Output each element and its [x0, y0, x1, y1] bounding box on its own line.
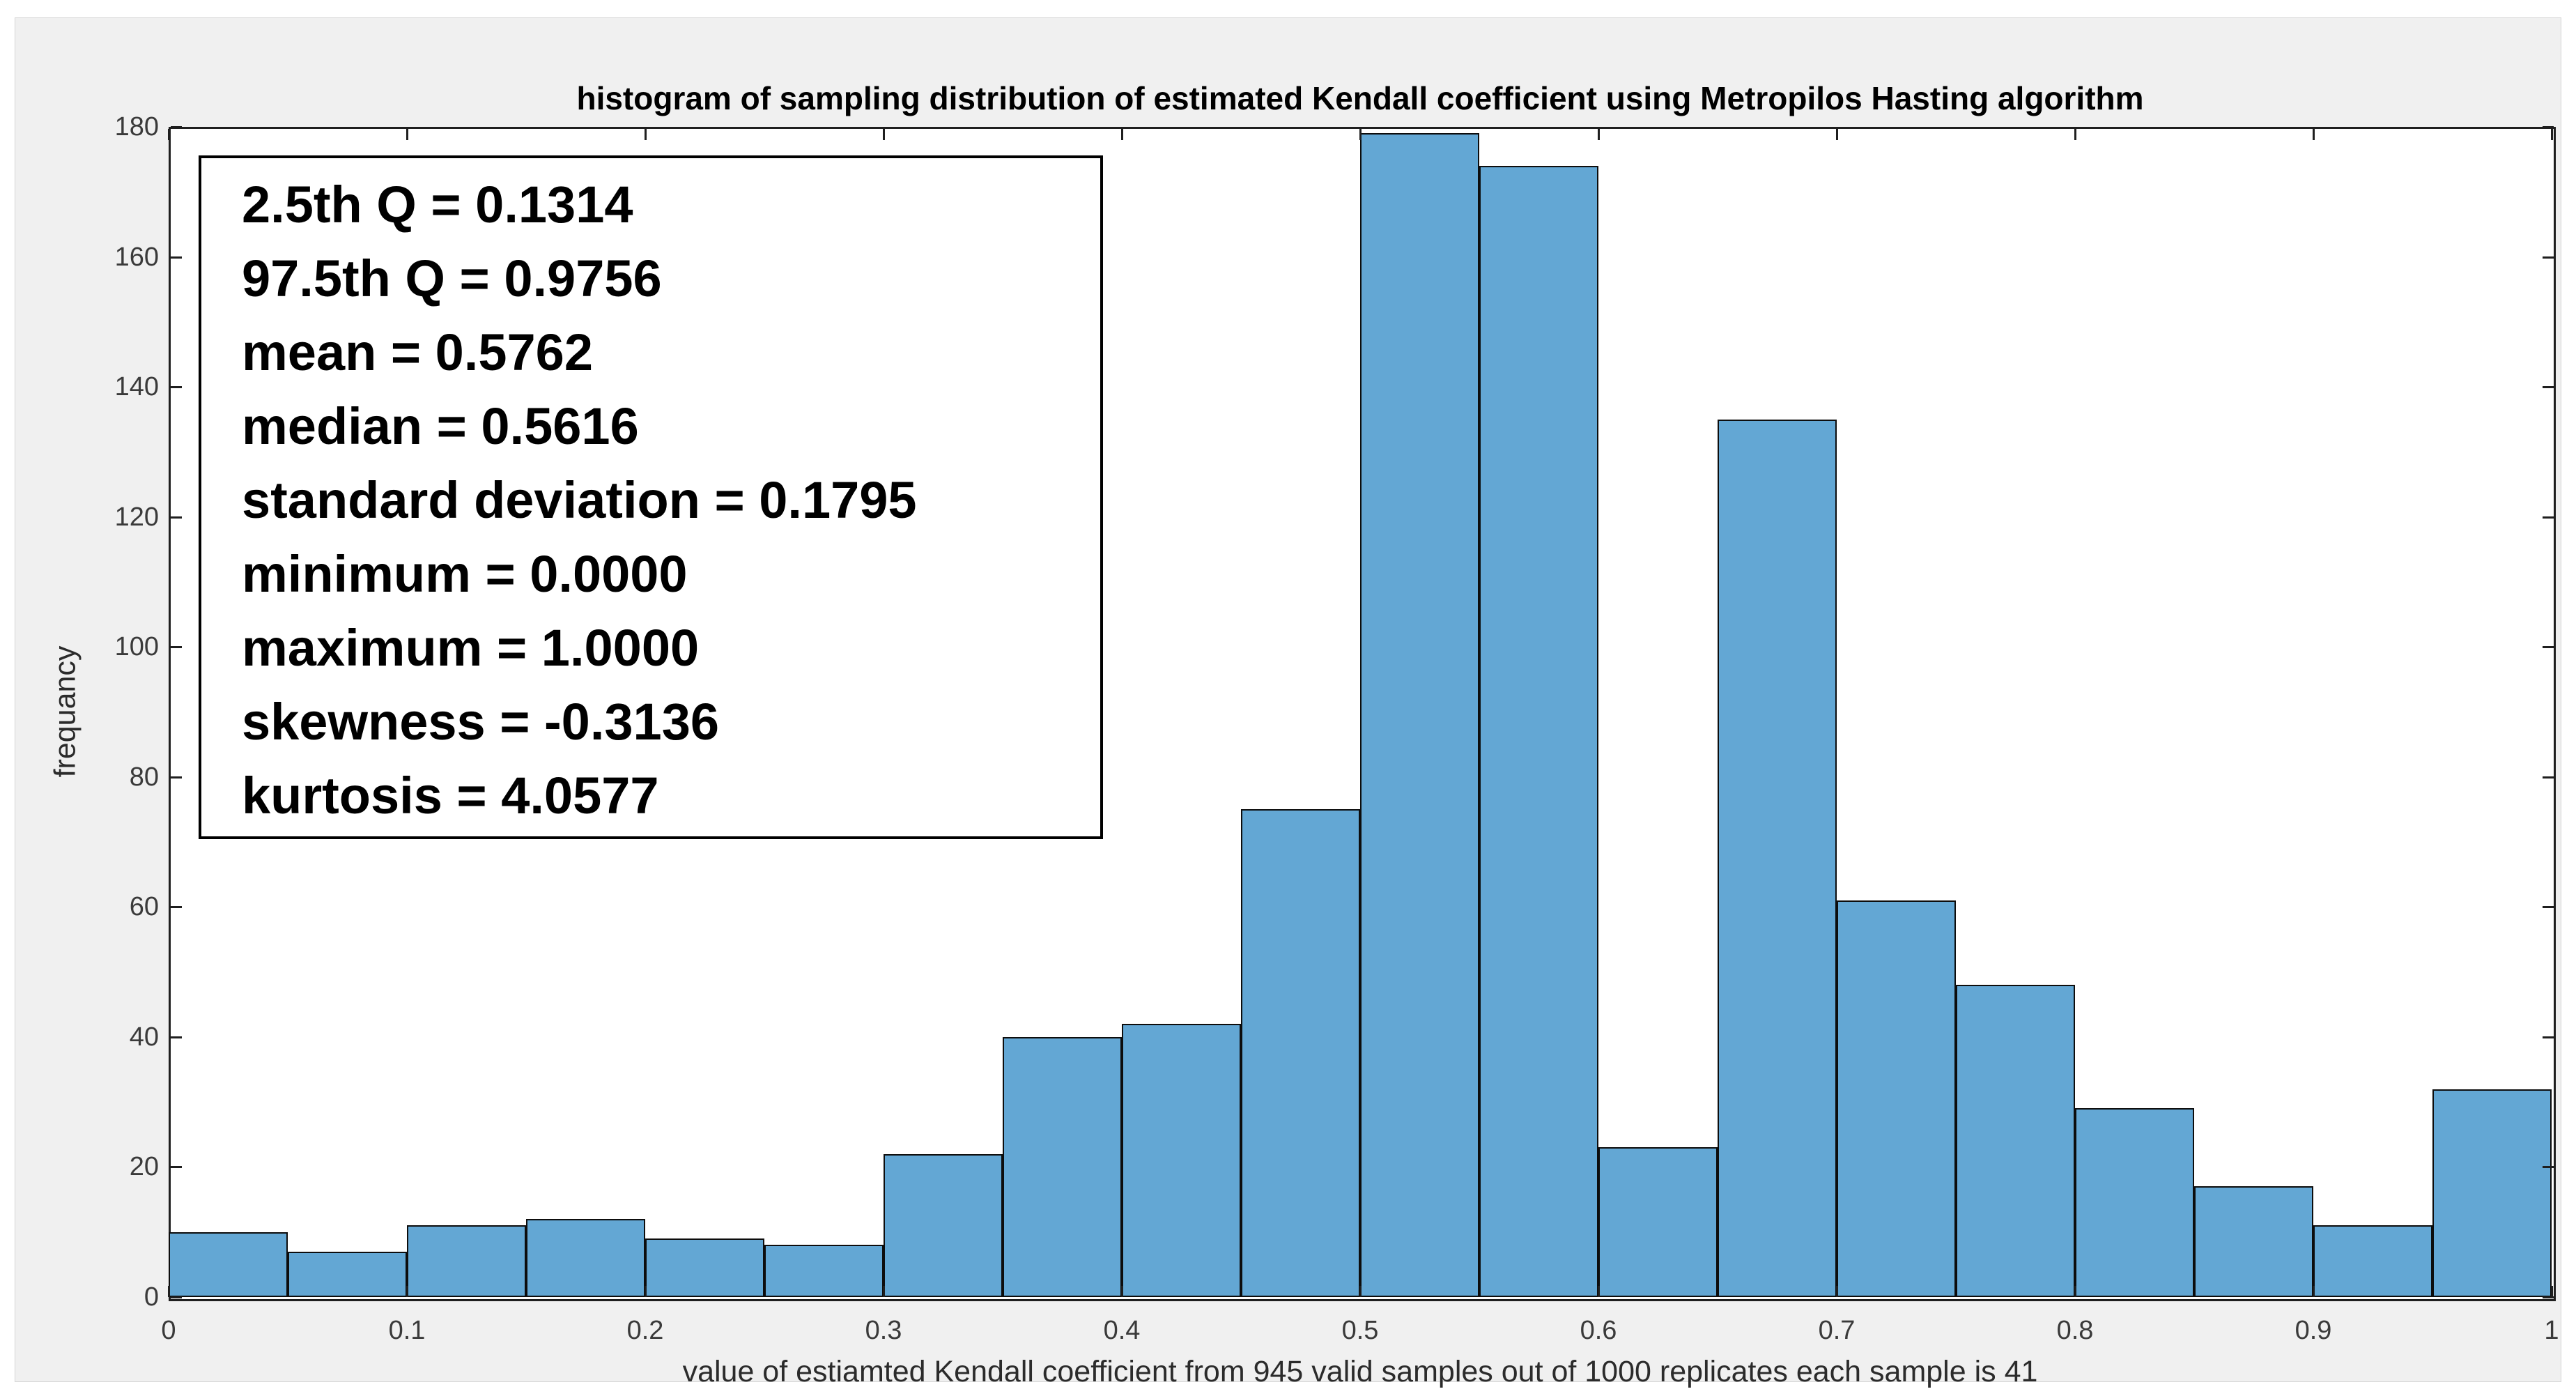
stat-skewness: skewness = -0.3136: [242, 693, 720, 751]
x-tick-label: 0.6: [1580, 1316, 1617, 1345]
stat-kurtosis: kurtosis = 4.0577: [242, 767, 659, 824]
x-tick-label: 0: [161, 1316, 176, 1345]
x-tick-label: 0.5: [1341, 1316, 1379, 1345]
x-tick-label: 0.8: [2056, 1316, 2094, 1345]
histogram-bar: [1360, 133, 1479, 1297]
tick-mark: [2551, 1286, 2553, 1297]
y-tick-label: 20: [129, 1152, 159, 1182]
tick-mark: [171, 126, 182, 128]
y-tick-label: 60: [129, 892, 159, 922]
histogram-bar: [526, 1219, 645, 1297]
stat-quantile-2-5: 2.5th Q = 0.1314: [242, 176, 633, 233]
histogram-bar: [2194, 1186, 2313, 1297]
tick-mark: [2551, 129, 2553, 140]
tick-mark: [171, 516, 182, 519]
histogram-bar: [2075, 1108, 2194, 1297]
x-tick-label: 0.9: [2295, 1316, 2332, 1345]
histogram-bar: [1122, 1024, 1241, 1297]
tick-mark: [171, 256, 182, 259]
histogram-bar: [1241, 809, 1360, 1297]
histogram-bar: [764, 1245, 884, 1297]
tick-mark: [171, 1296, 182, 1298]
tick-mark: [2543, 126, 2554, 128]
tick-mark: [883, 129, 885, 140]
y-tick-label: 100: [114, 632, 159, 662]
y-tick-label: 140: [114, 372, 159, 402]
tick-mark: [2543, 1296, 2554, 1298]
tick-mark: [2543, 776, 2554, 778]
tick-mark: [1359, 1286, 1362, 1297]
tick-mark: [2543, 256, 2554, 259]
x-tick-label: 0.1: [388, 1316, 426, 1345]
tick-mark: [645, 1286, 647, 1297]
tick-mark: [1121, 1286, 1123, 1297]
tick-mark: [406, 1286, 408, 1297]
y-tick-label: 120: [114, 502, 159, 532]
stat-maximum: maximum = 1.0000: [242, 619, 700, 677]
histogram-bar: [1837, 900, 1956, 1297]
y-tick-label: 40: [129, 1022, 159, 1052]
tick-mark: [171, 1036, 182, 1038]
tick-mark: [2543, 1036, 2554, 1038]
stat-standard-deviation: standard deviation = 0.1795: [242, 471, 917, 529]
tick-mark: [2313, 1286, 2315, 1297]
tick-mark: [171, 906, 182, 909]
stats-annotation-box: 2.5th Q = 0.1314 97.5th Q = 0.9756 mean …: [199, 155, 1103, 839]
tick-mark: [2543, 646, 2554, 649]
tick-mark: [1598, 129, 1600, 140]
histogram-bar: [884, 1153, 1003, 1297]
chart-title: histogram of sampling distribution of es…: [576, 80, 2144, 116]
tick-mark: [171, 386, 182, 389]
tick-mark: [645, 129, 647, 140]
histogram-bar: [169, 1232, 288, 1297]
histogram-bar: [1718, 419, 1837, 1297]
y-axis-label: frequancy: [48, 645, 82, 778]
tick-mark: [171, 1166, 182, 1169]
tick-mark: [168, 129, 170, 140]
tick-mark: [168, 1286, 170, 1297]
y-tick-label: 160: [114, 242, 159, 272]
tick-mark: [2543, 386, 2554, 389]
histogram-bar: [1003, 1036, 1122, 1297]
y-tick-label: 0: [144, 1282, 159, 1312]
histogram-bar: [1598, 1147, 1718, 1297]
histogram-bar: [2432, 1089, 2552, 1297]
tick-mark: [1836, 1286, 1838, 1297]
histogram-bar: [1956, 985, 2075, 1297]
histogram-bar: [407, 1225, 526, 1297]
stat-quantile-97-5: 97.5th Q = 0.9756: [242, 250, 662, 307]
x-tick-label: 0.4: [1103, 1316, 1141, 1345]
x-tick-label: 0.7: [1818, 1316, 1856, 1345]
tick-mark: [171, 646, 182, 649]
y-tick-label: 80: [129, 762, 159, 792]
stat-mean: mean = 0.5762: [242, 323, 593, 381]
stat-median: median = 0.5616: [242, 397, 639, 455]
histogram-bar: [2313, 1225, 2432, 1297]
tick-mark: [2074, 1286, 2076, 1297]
histogram-bar: [1479, 165, 1598, 1297]
x-tick-label: 1: [2544, 1316, 2559, 1345]
tick-mark: [1121, 129, 1123, 140]
tick-mark: [883, 1286, 885, 1297]
x-tick-label: 0.2: [626, 1316, 664, 1345]
tick-mark: [171, 776, 182, 778]
x-tick-label: 0.3: [865, 1316, 902, 1345]
histogram-bar: [288, 1251, 407, 1297]
y-tick-label: 180: [114, 112, 159, 141]
x-axis-label: value of estiamted Kendall coefficient f…: [682, 1355, 2038, 1388]
stat-minimum: minimum = 0.0000: [242, 545, 688, 603]
tick-mark: [1359, 129, 1362, 140]
tick-mark: [2543, 1166, 2554, 1169]
tick-mark: [1836, 129, 1838, 140]
tick-mark: [1598, 1286, 1600, 1297]
histogram-bar: [645, 1238, 764, 1297]
tick-mark: [406, 129, 408, 140]
tick-mark: [2543, 516, 2554, 519]
tick-mark: [2074, 129, 2076, 140]
figure-canvas: histogram of sampling distribution of es…: [15, 17, 2561, 1388]
tick-mark: [2543, 906, 2554, 909]
tick-mark: [2313, 129, 2315, 140]
